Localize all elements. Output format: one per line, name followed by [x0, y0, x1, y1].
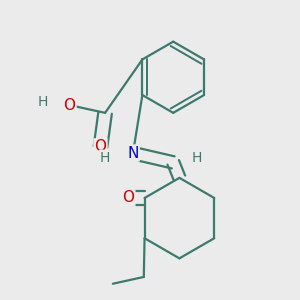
Text: O: O: [122, 190, 134, 206]
Text: O: O: [64, 98, 76, 112]
Text: H: H: [100, 151, 110, 165]
Text: H: H: [191, 151, 202, 165]
Text: O: O: [94, 140, 106, 154]
Text: H: H: [38, 95, 48, 109]
Text: N: N: [127, 146, 139, 160]
